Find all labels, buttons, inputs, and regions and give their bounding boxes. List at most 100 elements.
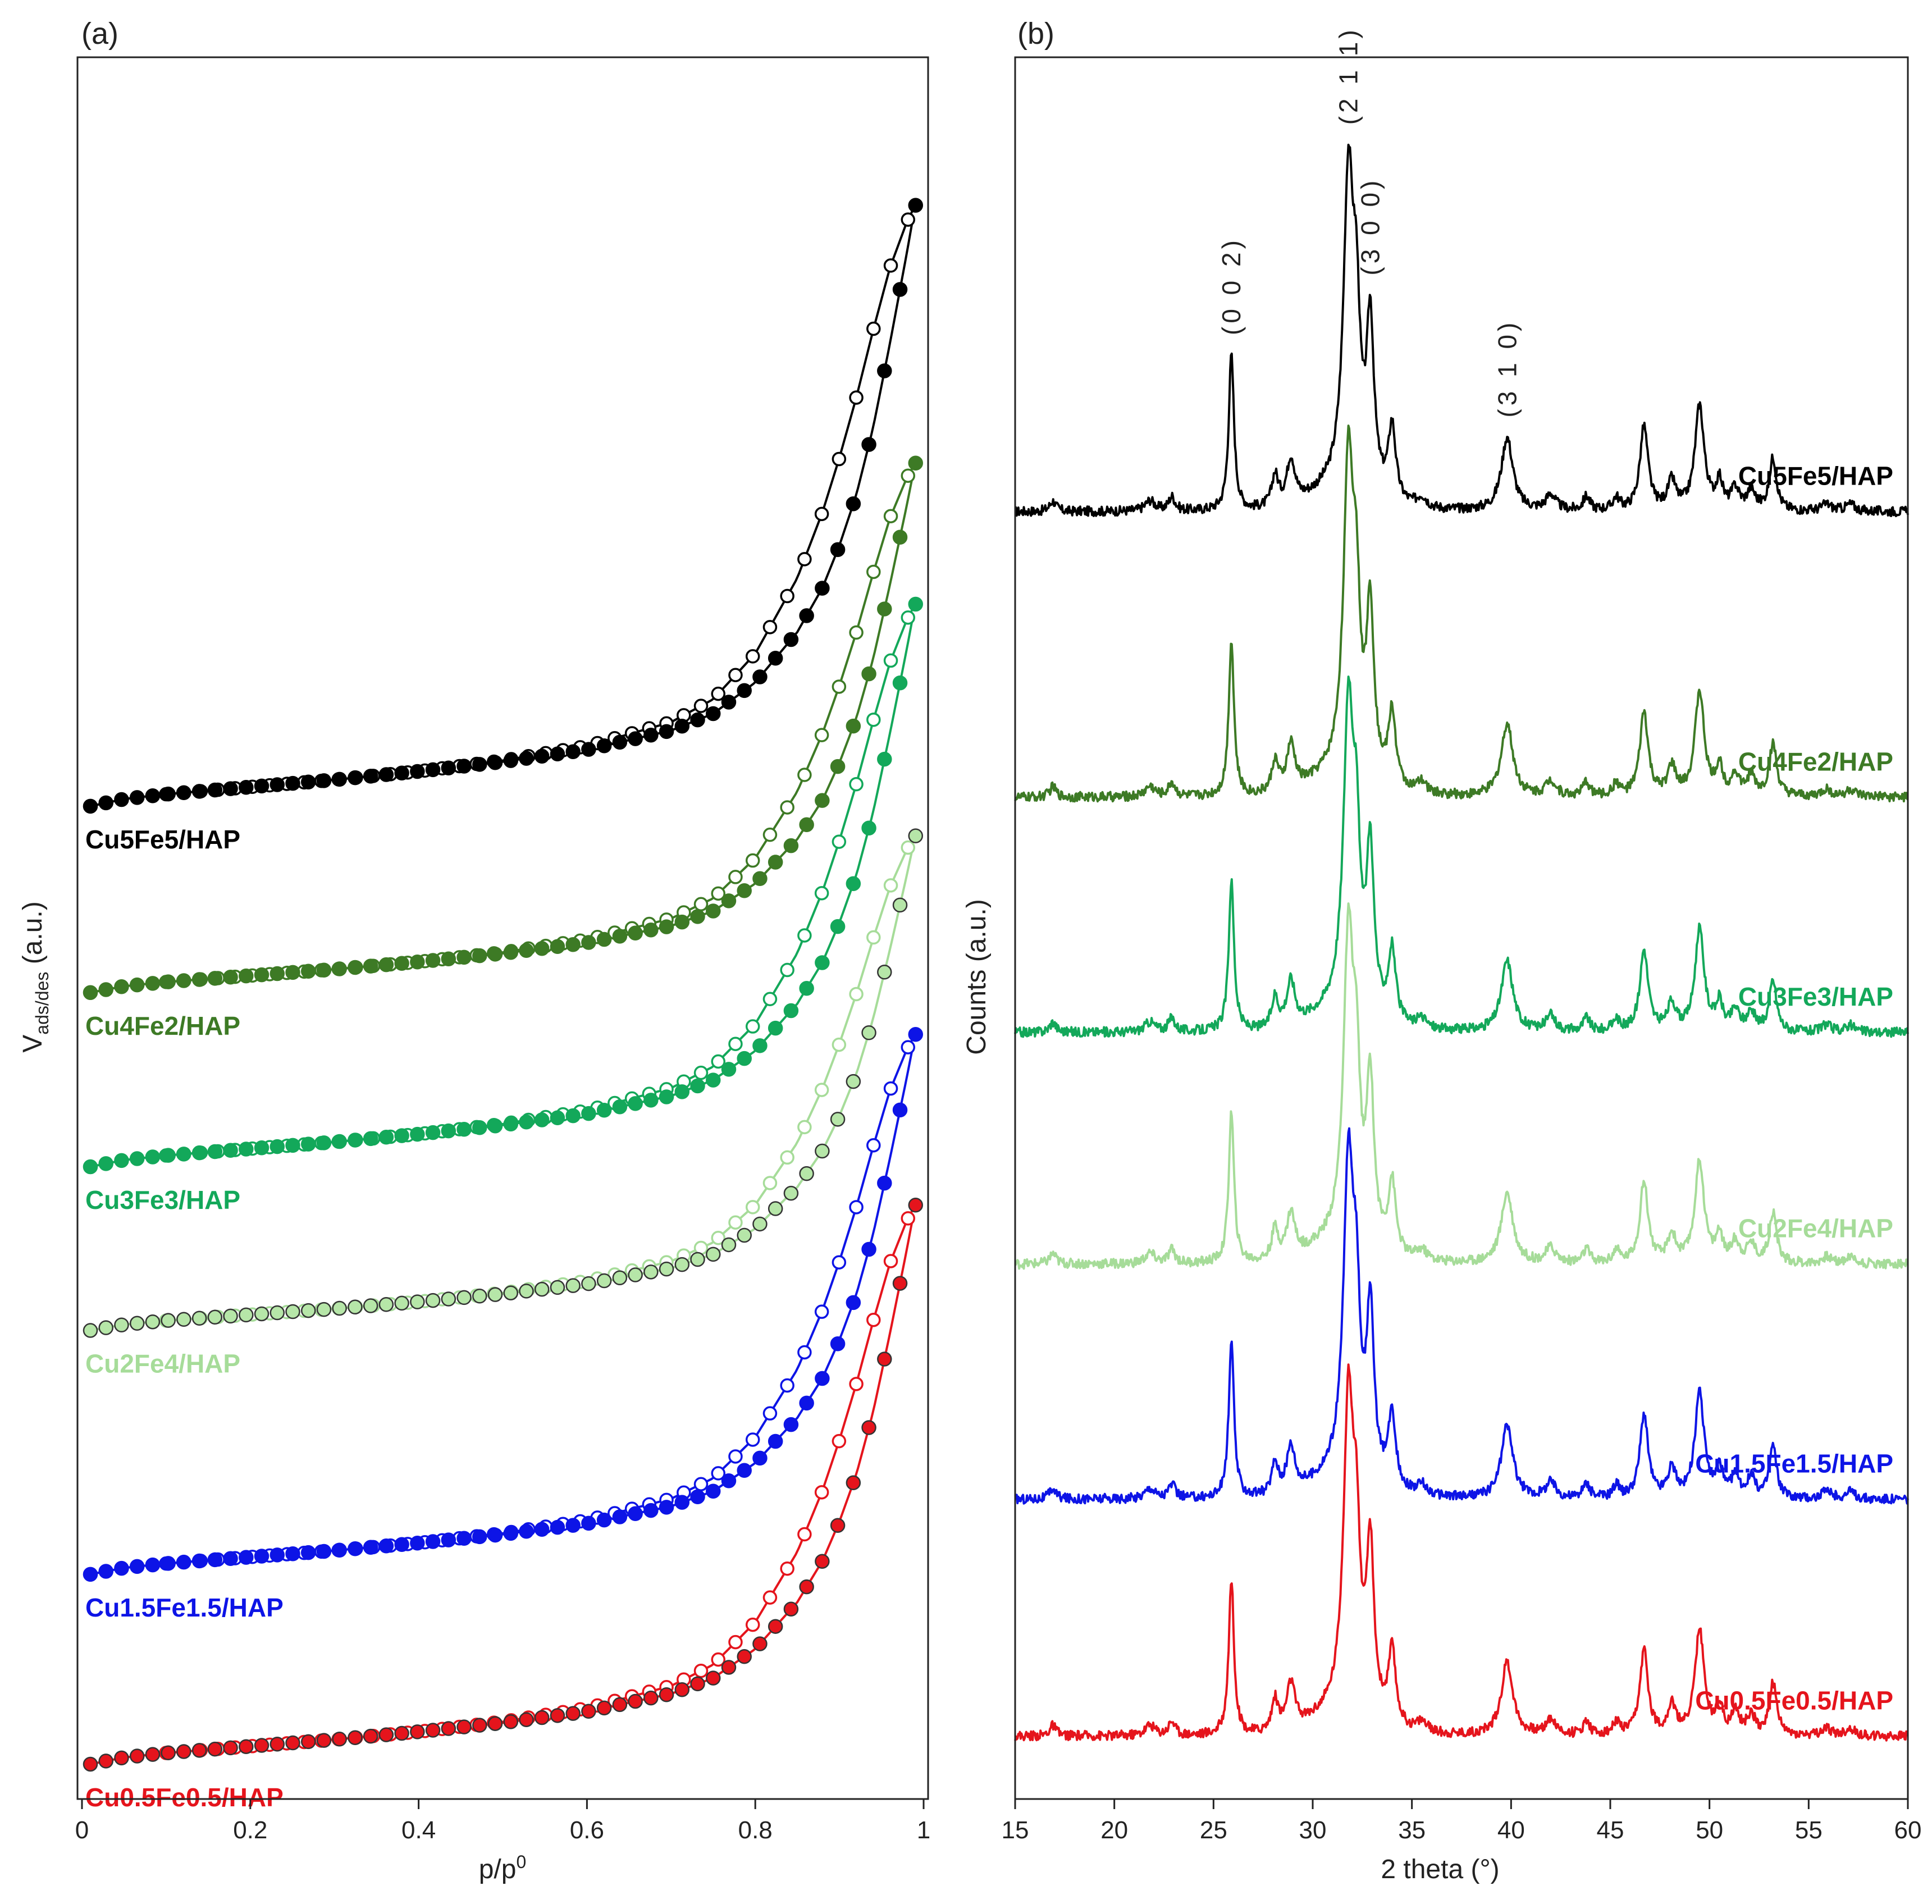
adsorption-point	[176, 1312, 191, 1327]
adsorption-point	[378, 1538, 394, 1554]
desorption-point	[832, 834, 847, 849]
adsorption-point	[519, 751, 534, 766]
desorption-point	[883, 653, 898, 668]
adsorption-point	[877, 1351, 892, 1367]
x-tick-label: 30	[1299, 1816, 1327, 1844]
adsorption-point	[581, 1515, 596, 1531]
desorption-point	[762, 827, 778, 842]
adsorption-point	[815, 1143, 830, 1159]
adsorption-point	[908, 198, 924, 213]
desorption-point	[762, 992, 778, 1007]
adsorption-point	[565, 937, 581, 952]
desorption-line	[166, 208, 915, 796]
adsorption-point	[254, 967, 270, 983]
x-tick-label: 60	[1894, 1816, 1922, 1844]
adsorption-point	[721, 1473, 737, 1489]
adsorption-point	[643, 1264, 659, 1280]
adsorption-point	[285, 775, 300, 791]
adsorption-point	[783, 632, 799, 647]
adsorption-point	[348, 770, 363, 786]
adsorption-point	[425, 1534, 441, 1549]
x-tick-label: 45	[1597, 1816, 1624, 1844]
xrd-pattern-cu1-5fe1-5-hap	[1014, 1127, 1909, 1505]
adsorption-point	[316, 1544, 332, 1559]
adsorption-point	[643, 1093, 659, 1108]
adsorption-point	[659, 1261, 674, 1277]
adsorption-point	[581, 1106, 596, 1121]
desorption-point	[762, 1590, 778, 1605]
adsorption-point	[690, 1078, 705, 1094]
desorption-point	[849, 777, 864, 792]
desorption-point	[728, 870, 743, 884]
adsorption-point	[456, 759, 472, 774]
desorption-point	[797, 552, 812, 567]
adsorption-point	[223, 970, 238, 985]
adsorption-point	[441, 760, 456, 775]
adsorption-point	[581, 742, 596, 757]
desorption-point	[814, 1485, 829, 1500]
desorption-point	[797, 1120, 812, 1135]
adsorption-point	[612, 734, 628, 750]
adsorption-point	[191, 784, 207, 799]
desorption-line	[166, 465, 915, 983]
desorption-point	[866, 564, 881, 579]
isotherm-cu1-5fe1-5-hap	[83, 1026, 924, 1582]
adsorption-point	[316, 1135, 332, 1150]
adsorption-point	[612, 929, 628, 944]
adsorption-point	[145, 1557, 161, 1573]
adsorption-point	[799, 817, 814, 832]
adsorption-point	[239, 1550, 254, 1565]
adsorption-point	[207, 971, 223, 986]
adsorption-point	[752, 1216, 768, 1232]
adsorption-point	[846, 876, 861, 891]
adsorption-point	[285, 1138, 300, 1153]
adsorption-point	[877, 363, 892, 378]
adsorption-point	[799, 608, 814, 623]
desorption-point	[693, 1065, 709, 1080]
adsorption-point	[239, 1142, 254, 1157]
desorption-point	[745, 649, 760, 664]
peak-annotation: (3 1 0)	[1492, 319, 1522, 418]
adsorption-point	[363, 1131, 378, 1147]
adsorption-point	[270, 777, 285, 792]
adsorption-point	[332, 961, 347, 976]
desorption-point	[814, 1304, 829, 1319]
adsorption-point	[768, 651, 783, 666]
adsorption-point	[643, 1690, 659, 1706]
adsorption-point	[612, 1697, 628, 1713]
adsorption-point	[441, 1123, 456, 1139]
panel-b-series-labels: Cu5Fe5/HAP Cu4Fe2/HAP Cu3Fe3/HAP Cu2Fe4/HAP…	[1695, 462, 1893, 1715]
adsorption-point	[706, 1670, 721, 1686]
adsorption-point	[892, 282, 908, 297]
adsorption-point	[285, 1546, 300, 1561]
adsorption-point	[892, 1276, 908, 1291]
adsorption-point	[191, 1553, 207, 1569]
adsorption-point	[176, 785, 191, 801]
adsorption-point	[207, 1144, 223, 1159]
adsorption-point	[612, 1509, 628, 1524]
adsorption-point	[659, 1500, 674, 1515]
adsorption-point	[83, 1159, 98, 1175]
desorption-point	[849, 987, 864, 1002]
xrd-pattern-cu4fe2-hap	[1014, 424, 1909, 803]
adsorption-point	[83, 985, 98, 1001]
xrd-label-cu5fe5-hap: Cu5Fe5/HAP	[1738, 462, 1893, 491]
adsorption-point	[176, 1554, 191, 1570]
adsorption-point	[596, 738, 612, 754]
adsorption-point	[363, 1298, 378, 1313]
isotherm-cu4fe2-hap	[83, 455, 924, 1001]
desorption-point	[780, 800, 794, 815]
adsorption-point	[892, 1102, 908, 1118]
adsorption-point	[534, 940, 550, 956]
adsorption-point	[223, 781, 238, 796]
adsorption-point	[145, 1149, 161, 1165]
desorption-point	[762, 620, 778, 634]
adsorption-point	[410, 955, 425, 970]
desorption-point	[745, 853, 760, 868]
adsorption-point	[674, 718, 690, 734]
adsorption-point	[129, 1316, 145, 1331]
adsorption-point	[332, 1134, 347, 1149]
adsorption-point	[628, 731, 643, 746]
adsorption-point	[472, 757, 487, 772]
desorption-point	[832, 1433, 847, 1449]
